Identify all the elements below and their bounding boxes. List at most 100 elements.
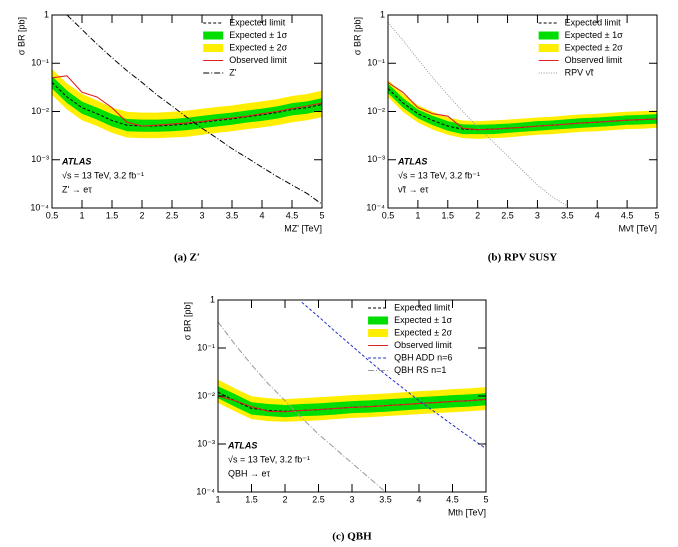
- band: [218, 386, 486, 418]
- plot-area: [218, 301, 486, 492]
- x-tick-label: 5: [483, 494, 488, 504]
- y-tick-label: 10⁻¹: [367, 58, 385, 68]
- y-tick-label: 10⁻⁴: [366, 202, 385, 212]
- annotation: ν̃τ → eτ: [398, 184, 429, 194]
- legend-label: QBH RS n=1: [394, 365, 446, 375]
- x-tick-label: 3.5: [379, 494, 392, 504]
- y-tick-label: 10⁻⁴: [30, 202, 49, 212]
- legend-label: Expected limit: [565, 17, 622, 27]
- annotation: ATLAS: [61, 156, 91, 166]
- x-tick-label: 3.5: [561, 210, 574, 220]
- legend-swatch: [538, 44, 559, 52]
- x-tick-label: 0.5: [382, 210, 395, 220]
- y-tick-label: 10⁻²: [367, 106, 385, 116]
- series-line: [388, 81, 657, 131]
- caption: (a) Z′: [174, 252, 200, 264]
- y-tick-label: 10⁻³: [197, 438, 215, 448]
- y-tick-label: 10⁻¹: [197, 342, 215, 352]
- x-tick-label: 1: [79, 210, 84, 220]
- series-line: [218, 395, 486, 413]
- panel: 10⁻⁴ 10⁻³ 10⁻² 10⁻¹ 1 1 1.5 2 2.5 3 3.5 4 4.5 5 Mth [T…: [182, 294, 488, 542]
- y-tick-label: 10⁻²: [31, 106, 49, 116]
- series-line: [66, 15, 322, 205]
- series-line: [301, 301, 486, 450]
- legend-label: Expected ± 2σ: [229, 42, 287, 52]
- y-axis-label: σ BR [pb]: [352, 17, 362, 55]
- y-tick-label: 10⁻²: [197, 390, 215, 400]
- x-tick-label: 2.5: [166, 210, 179, 220]
- legend-label: Expected limit: [394, 302, 451, 312]
- legend-label: Expected ± 2σ: [565, 42, 623, 52]
- y-tick-label: 10⁻³: [367, 154, 385, 164]
- x-tick-label: 0.5: [46, 210, 59, 220]
- y-tick-label: 10⁻⁴: [196, 486, 215, 496]
- legend-label: Observed limit: [565, 55, 623, 65]
- annotation: Z' → eτ: [62, 184, 92, 194]
- x-tick-label: 5: [319, 210, 324, 220]
- series-line: [218, 321, 386, 492]
- x-tick-label: 1.5: [442, 210, 455, 220]
- x-axis-label: Mth [TeV]: [448, 507, 486, 517]
- legend-swatch: [203, 31, 224, 40]
- x-tick-label: 2.5: [312, 494, 325, 504]
- x-tick-label: 4.5: [621, 210, 634, 220]
- x-axis-label: MZ' [TeV]: [284, 223, 322, 233]
- x-tick-label: 2: [475, 210, 480, 220]
- x-tick-label: 4: [259, 210, 264, 220]
- legend-swatch: [538, 31, 559, 40]
- plot-area: [388, 22, 657, 207]
- x-tick-label: 3: [199, 210, 204, 220]
- x-tick-label: 4: [595, 210, 600, 220]
- x-tick-label: 1.5: [245, 494, 258, 504]
- x-tick-label: 3: [349, 494, 354, 504]
- caption: (c) QBH: [332, 531, 372, 543]
- y-axis-label: σ BR [pb]: [182, 302, 192, 340]
- panel: 10⁻⁴ 10⁻³ 10⁻² 10⁻¹ 1 0.5 1 1.5 2 2.5 3 3.5 4 4.5 5 MZ'…: [16, 9, 324, 263]
- band: [52, 76, 322, 132]
- legend-label: Expected ± 1σ: [394, 315, 452, 325]
- annotation: √s = 13 TeV, 3.2 fb⁻¹: [398, 170, 480, 180]
- legend-label: Observed limit: [394, 340, 452, 350]
- caption: (b) RPV SUSY: [488, 252, 558, 264]
- x-tick-label: 1: [415, 210, 420, 220]
- x-tick-label: 4.5: [446, 494, 459, 504]
- y-tick-label: 1: [210, 294, 215, 304]
- annotation: QBH → eτ: [228, 468, 271, 478]
- y-tick-label: 1: [380, 9, 385, 19]
- legend-label: Expected ± 2σ: [394, 327, 452, 337]
- panel: 10⁻⁴ 10⁻³ 10⁻² 10⁻¹ 1 0.5 1 1.5 2 2.5 3 3.5 4 4.5 5 Mν̃…: [352, 9, 659, 263]
- band: [388, 83, 657, 135]
- y-axis-label: σ BR [pb]: [16, 17, 26, 55]
- y-tick-label: 10⁻¹: [31, 58, 49, 68]
- annotation: ATLAS: [227, 440, 257, 450]
- y-tick-label: 10⁻³: [31, 154, 49, 164]
- legend-label: Z': [229, 67, 236, 77]
- x-tick-label: 4: [416, 494, 421, 504]
- series-line: [52, 75, 322, 127]
- x-tick-label: 2: [139, 210, 144, 220]
- legend-label: Expected ± 1σ: [565, 30, 623, 40]
- y-tick-label: 1: [44, 9, 49, 19]
- legend-label: Observed limit: [229, 55, 287, 65]
- x-tick-label: 1.5: [106, 210, 119, 220]
- plot-area: [52, 15, 322, 205]
- x-tick-label: 3.5: [226, 210, 239, 220]
- x-axis-label: Mν̃τ [TeV]: [618, 223, 657, 233]
- legend-label: RPV ν̃τ: [565, 67, 595, 77]
- series-line: [52, 82, 322, 127]
- legend-swatch: [368, 329, 389, 337]
- legend-swatch: [203, 44, 224, 52]
- legend-label: QBH ADD n=6: [394, 352, 452, 362]
- series-line: [388, 22, 568, 207]
- x-tick-label: 3: [535, 210, 540, 220]
- annotation: √s = 13 TeV, 3.2 fb⁻¹: [62, 170, 144, 180]
- annotation: ATLAS: [397, 156, 427, 166]
- x-tick-label: 5: [654, 210, 659, 220]
- legend-swatch: [368, 316, 389, 325]
- x-tick-label: 4.5: [286, 210, 299, 220]
- x-tick-label: 2.5: [501, 210, 514, 220]
- annotation: √s = 13 TeV, 3.2 fb⁻¹: [228, 454, 310, 464]
- legend-label: Expected limit: [229, 17, 286, 27]
- x-tick-label: 2: [282, 494, 287, 504]
